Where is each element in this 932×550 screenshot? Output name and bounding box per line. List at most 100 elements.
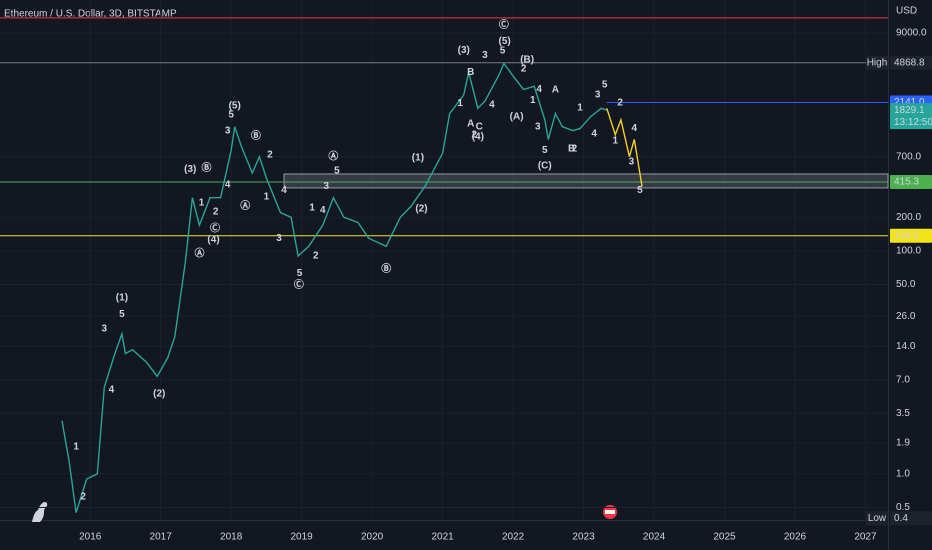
x-tick-label: 2021 (431, 532, 454, 543)
wave-label: Ⓒ (294, 278, 304, 291)
y-tick-label: 3.5 (896, 408, 910, 419)
wave-label: (4) (207, 235, 219, 246)
wave-label: 2 (521, 63, 527, 74)
y-tick-label: 14.0 (896, 341, 916, 352)
wave-label: (4) (472, 132, 484, 143)
wave-label: Ⓑ (381, 262, 391, 275)
y-tick-label: 7.0 (896, 374, 910, 385)
wave-label: (A) (510, 112, 524, 123)
wave-label: Ⓐ (328, 149, 338, 162)
wave-label: Ⓐ (240, 199, 250, 212)
wave-label: 3 (324, 181, 330, 192)
wave-label: 2 (572, 144, 578, 155)
wave-label: 2 (80, 492, 86, 503)
wave-label: 4 (109, 384, 115, 395)
x-tick-label: 2025 (713, 532, 736, 543)
wave-label: Ⓐ (194, 247, 204, 260)
wave-label: 1 (577, 103, 583, 114)
countdown: 13:12:50 (894, 117, 932, 128)
wave-label: 3 (225, 126, 231, 137)
wave-label: 4 (591, 129, 597, 140)
wave-label: 3 (276, 233, 282, 244)
wave-label: 4 (320, 205, 326, 216)
x-tick-label: 2027 (854, 532, 877, 543)
wave-label: A (467, 118, 474, 129)
y-tick-label: 9000.0 (896, 28, 927, 39)
tag-name: Low (868, 513, 887, 524)
y-tick-label: 100.0 (896, 246, 921, 257)
y-tick-label: 26.0 (896, 311, 916, 322)
wave-label: 1 (264, 192, 270, 203)
y-tick-label: 50.0 (896, 279, 916, 290)
wave-label: (5) (498, 36, 510, 47)
wave-label: 5 (228, 110, 234, 121)
wave-label: 5 (334, 166, 340, 177)
wave-label: (3) (458, 45, 470, 56)
wave-label: 2 (313, 251, 319, 262)
wave-label: 1 (199, 197, 205, 208)
y-tick-label: 200.0 (896, 212, 921, 223)
wave-label: 1 (309, 203, 315, 214)
wave-label: Ⓑ (201, 161, 211, 174)
wave-label: B (568, 144, 575, 155)
wave-label: 3 (482, 50, 488, 61)
wave-label: (3) (184, 164, 196, 175)
wave-label: B (467, 67, 474, 78)
event-icon (603, 505, 617, 519)
wave-label: 5 (637, 185, 643, 196)
wave-label: 4 (281, 185, 287, 196)
price-tag-label: 1829.1 (894, 105, 925, 116)
wave-label: (C) (538, 160, 552, 171)
wave-label: 1 (73, 442, 79, 453)
wave-label: (2) (415, 204, 427, 215)
wave-label: Ⓑ (251, 129, 261, 142)
wave-label: 2 (213, 207, 219, 218)
y-unit: USD (896, 6, 917, 17)
x-tick-label: 2017 (150, 532, 173, 543)
price-tag-label: 2141.0 (894, 97, 925, 108)
price-tag (890, 55, 932, 70)
x-tick-label: 2018 (220, 532, 243, 543)
price-tag-label: 136.8 (894, 230, 919, 241)
wave-label: 1 (457, 98, 463, 109)
wave-label: (B) (520, 55, 534, 66)
wave-label: (1) (116, 292, 128, 303)
x-tick-label: 2022 (502, 532, 525, 543)
price-tag-label: 0.4 (894, 513, 908, 524)
price-tag-label: 415.3 (894, 177, 919, 188)
x-tick-label: 2016 (79, 532, 102, 543)
wave-label: C (476, 121, 483, 132)
wave-label: Ⓒ (499, 18, 509, 31)
y-tick-label: 1.0 (896, 469, 910, 480)
wave-label: 5 (602, 79, 608, 90)
wave-label: 4 (632, 123, 638, 134)
forecast-path (606, 108, 643, 187)
wave-label: (2) (153, 389, 165, 400)
wave-label: (5) (229, 100, 241, 111)
event-icon-flag (605, 510, 615, 514)
wave-label: 3 (629, 156, 635, 167)
wave-label: 2 (267, 150, 273, 161)
x-tick-label: 2023 (572, 532, 595, 543)
wave-label: 5 (500, 46, 506, 57)
wave-label: 2 (617, 97, 623, 108)
wave-label: 1 (612, 136, 618, 147)
wave-label: 4 (225, 180, 231, 191)
zone (283, 173, 889, 189)
wave-label: A (552, 85, 559, 96)
y-tick-label: 700.0 (896, 151, 921, 162)
price-tag (890, 511, 932, 526)
y-tick-label: 0.5 (896, 502, 910, 513)
wave-label: Ⓒ (210, 222, 220, 235)
x-tick-label: 2020 (361, 532, 384, 543)
wave-label: 4 (536, 84, 542, 95)
wave-label: 5 (297, 268, 303, 279)
tag-name: High (867, 57, 888, 68)
price-tag (890, 103, 932, 130)
wave-label: 2 (472, 129, 478, 140)
wave-label: 1 (530, 95, 536, 106)
wave-label: 5 (542, 145, 548, 156)
wave-label: 3 (595, 90, 601, 101)
